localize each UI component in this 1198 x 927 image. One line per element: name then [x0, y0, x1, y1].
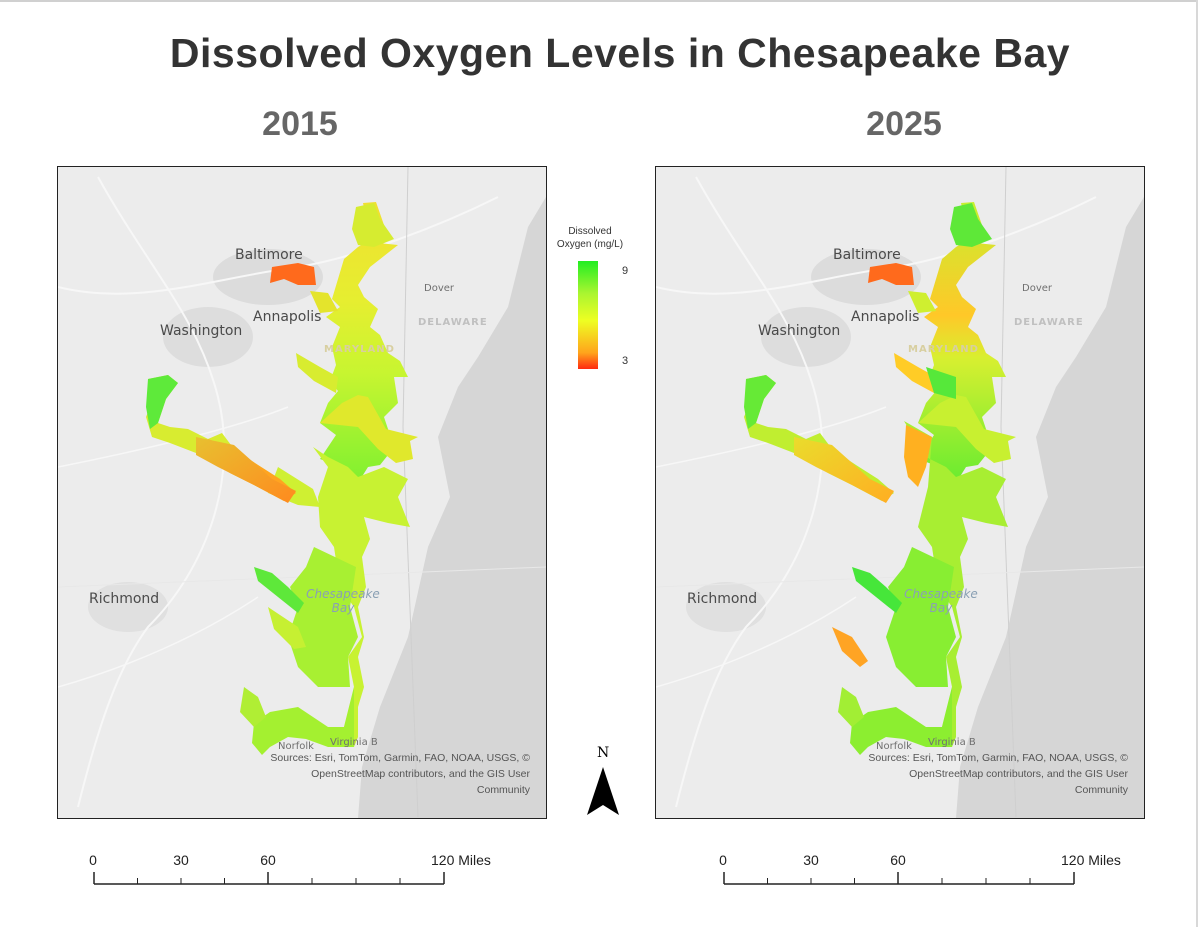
legend-title-line2: Oxygen (mg/L): [556, 239, 624, 250]
scale-ruler: [723, 872, 1075, 885]
label-delaware: DELAWARE: [418, 317, 488, 328]
scale-label-end: 120 Miles: [431, 852, 491, 868]
legend-max-label: 9: [622, 265, 629, 277]
label-chesapeake: Chesapeake: [904, 587, 978, 601]
attribution-text: Sources: Esri, TomTom, Garmin, FAO, NOAA…: [270, 752, 530, 796]
legend-title-line1: Dissolved: [568, 226, 612, 237]
map-panel-2015[interactable]: Baltimore Annapolis Washington Richmond …: [57, 166, 547, 819]
label-washington: Washington: [758, 323, 841, 339]
legend-color-ramp: [578, 261, 598, 369]
scale-label-0: 0: [89, 852, 97, 868]
top-border: [0, 0, 1198, 2]
label-richmond: Richmond: [687, 591, 758, 607]
map-panel-2025[interactable]: Baltimore Annapolis Washington Richmond …: [655, 166, 1145, 819]
scale-label-60: 60: [890, 852, 906, 868]
label-chesapeake-bay: Chesapeake Bay: [896, 587, 986, 615]
label-baltimore: Baltimore: [235, 247, 303, 263]
legend-title: Dissolved Oxygen (mg/L): [555, 225, 625, 251]
label-maryland: MARYLAND: [324, 344, 395, 355]
north-letter: N: [597, 745, 610, 761]
scale-label-60: 60: [260, 852, 276, 868]
label-richmond: Richmond: [89, 591, 160, 607]
label-maryland: MARYLAND: [908, 344, 979, 355]
oxygen-legend: Dissolved Oxygen (mg/L) 9 3: [555, 225, 655, 369]
label-bay: Bay: [331, 601, 355, 615]
label-dover: Dover: [424, 283, 454, 294]
scale-ruler: [93, 872, 445, 885]
label-virginia-beach: Virginia B: [330, 737, 378, 748]
label-norfolk: Norfolk: [876, 741, 912, 752]
label-delaware: DELAWARE: [1014, 317, 1084, 328]
year-label-2025: 2025: [866, 105, 942, 143]
scale-label-0: 0: [719, 852, 727, 868]
scale-bar-2015: 0 30 60 120 Miles: [89, 850, 491, 890]
label-bay: Bay: [929, 601, 953, 615]
legend-min-label: 3: [622, 355, 629, 367]
scale-label-end: 120 Miles: [1061, 852, 1121, 868]
label-chesapeake: Chesapeake: [306, 587, 380, 601]
basemap-2025: [656, 167, 1144, 818]
label-annapolis: Annapolis: [851, 309, 920, 325]
attribution-text: Sources: Esri, TomTom, Garmin, FAO, NOAA…: [868, 752, 1128, 796]
north-arrow-icon: [587, 767, 619, 815]
label-annapolis: Annapolis: [253, 309, 322, 325]
scale-bar-2025: 0 30 60 120 Miles: [719, 850, 1121, 890]
label-baltimore: Baltimore: [833, 247, 901, 263]
label-washington: Washington: [160, 323, 243, 339]
basemap-2015: [58, 167, 546, 818]
north-arrow: N: [583, 745, 623, 820]
label-virginia-beach: Virginia B: [928, 737, 976, 748]
scale-label-30: 30: [173, 852, 189, 868]
label-chesapeake-bay: Chesapeake Bay: [298, 587, 388, 615]
map-title: Dissolved Oxygen Levels in Chesapeake Ba…: [169, 30, 1071, 76]
label-norfolk: Norfolk: [278, 741, 314, 752]
year-label-2015: 2015: [262, 105, 338, 143]
label-dover: Dover: [1022, 283, 1052, 294]
right-border: [1196, 0, 1198, 927]
scale-label-30: 30: [803, 852, 819, 868]
